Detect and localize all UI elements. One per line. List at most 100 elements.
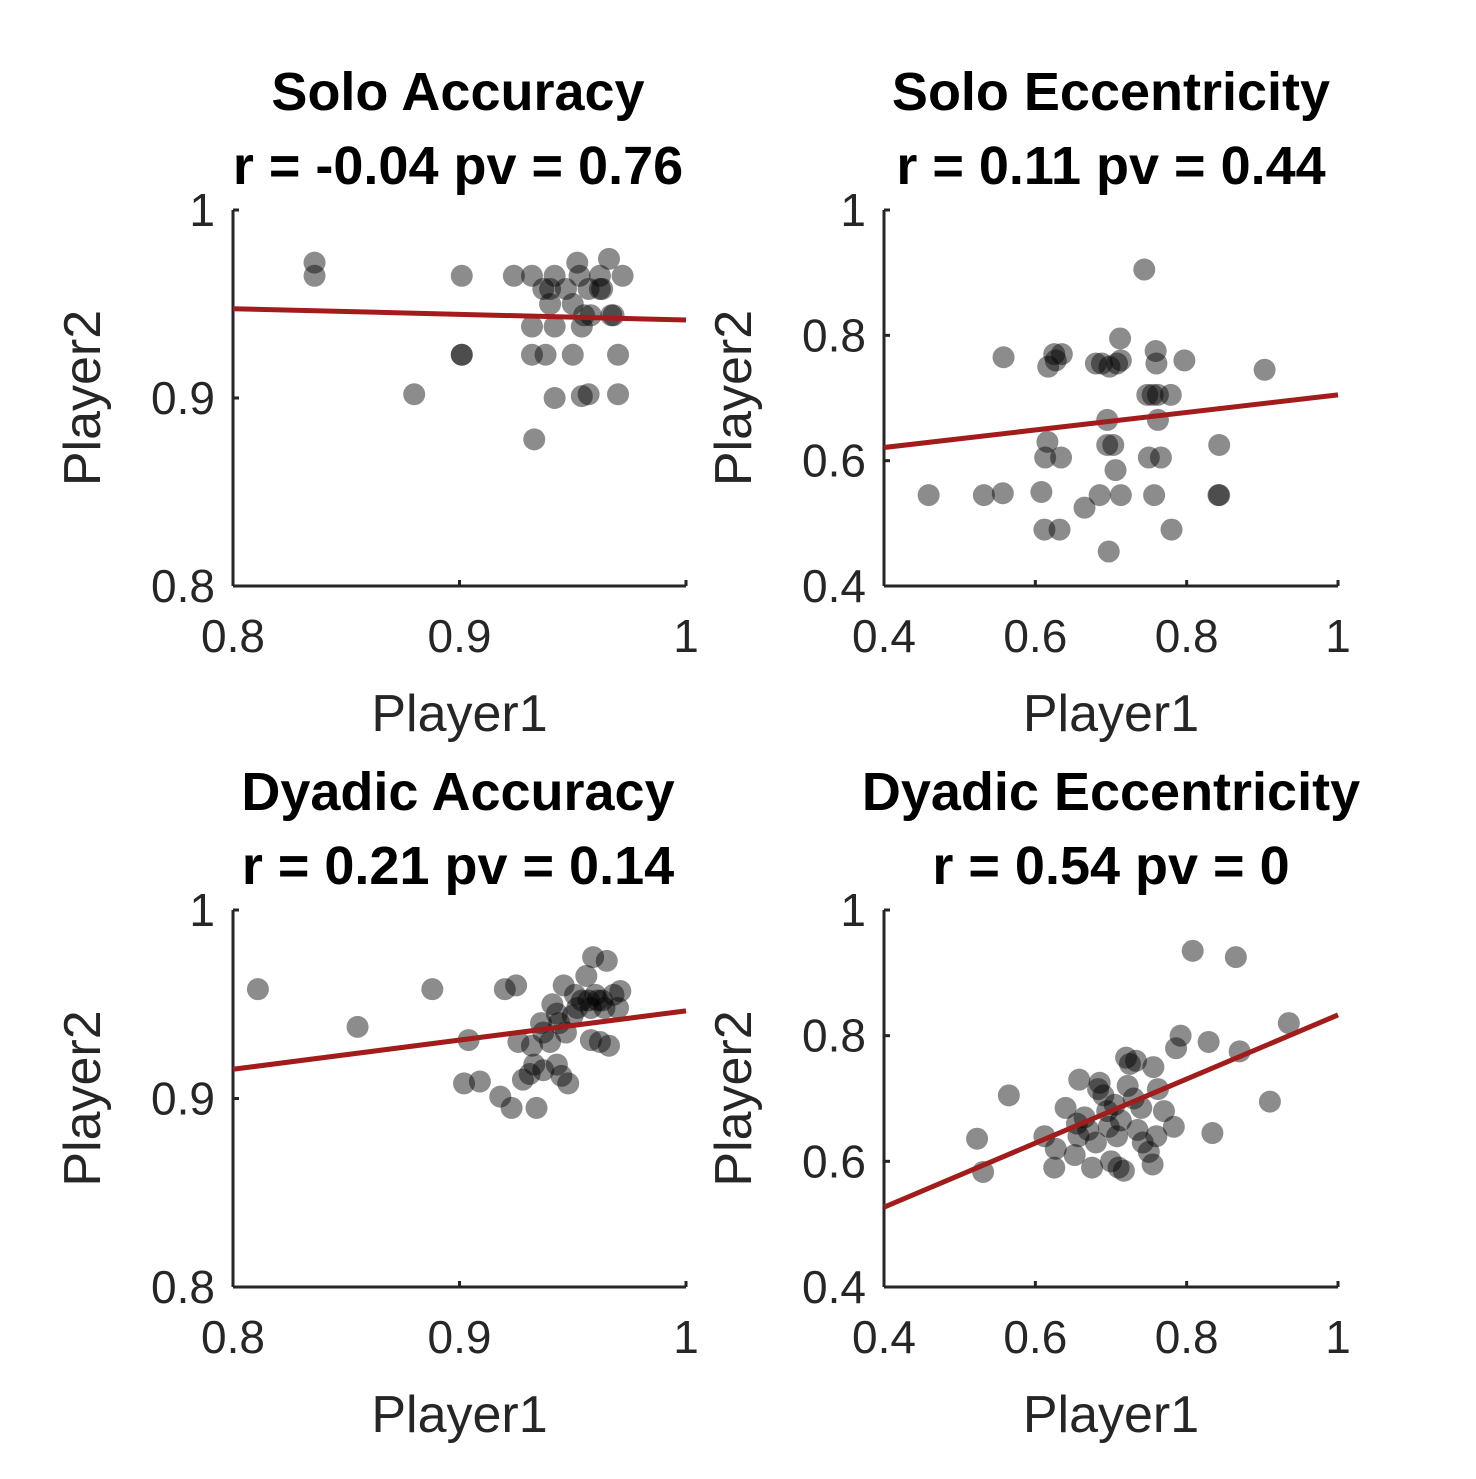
y-tick-label: 0.8: [151, 560, 215, 612]
data-point: [611, 264, 634, 287]
data-point: [1106, 1125, 1129, 1148]
x-axis-label: Player1: [1023, 685, 1199, 743]
data-point: [1146, 408, 1169, 431]
data-point: [966, 1127, 989, 1150]
x-axis-label: Player1: [1023, 1386, 1199, 1444]
x-tick-label: 0.9: [428, 610, 492, 662]
data-point: [575, 964, 598, 987]
y-tick-label: 0.4: [802, 1261, 866, 1313]
data-point: [1207, 484, 1230, 507]
data-point: [1224, 946, 1247, 969]
data-point: [532, 1059, 555, 1082]
data-point: [561, 293, 584, 315]
data-point: [532, 277, 555, 300]
data-point: [588, 277, 611, 300]
data-point: [1115, 1046, 1138, 1069]
data-point: [588, 1030, 611, 1053]
data-point: [520, 343, 543, 366]
y-tick-label: 1: [840, 184, 866, 236]
data-point: [1081, 1156, 1104, 1179]
data-point: [1090, 352, 1113, 375]
data-point: [1109, 1109, 1132, 1132]
data-point: [543, 387, 566, 409]
x-tick-label: 1: [673, 1311, 699, 1363]
data-point: [1050, 343, 1073, 366]
data-point: [543, 264, 566, 287]
data-point: [493, 978, 516, 1001]
data-point: [1136, 383, 1159, 406]
data-point: [1197, 1030, 1220, 1053]
data-point: [582, 946, 605, 969]
data-point: [1141, 1153, 1164, 1176]
data-point: [1145, 1125, 1168, 1148]
data-point: [1044, 349, 1067, 372]
data-point: [507, 1030, 530, 1053]
data-point: [607, 343, 630, 366]
data-point: [600, 304, 623, 327]
data-point: [579, 997, 602, 1020]
y-tick-label: 0.9: [151, 372, 215, 424]
plot-subtitle: r = 0.11 pv = 0.44: [896, 136, 1325, 196]
x-tick-label: 0.4: [852, 610, 916, 662]
data-point: [1152, 1100, 1175, 1123]
data-point: [557, 1072, 580, 1095]
data-point: [1106, 352, 1129, 375]
data-point: [1098, 355, 1121, 378]
data-point: [917, 484, 940, 507]
y-tick-label: 0.6: [802, 1135, 866, 1187]
plot-title: Dyadic Eccentricity: [862, 762, 1360, 822]
x-tick-label: 0.8: [1155, 610, 1219, 662]
y-tick-label: 0.4: [802, 560, 866, 612]
data-point: [1141, 383, 1164, 406]
data-point: [1131, 1131, 1154, 1154]
data-point: [561, 343, 584, 366]
plot-subtitle: r = -0.04 pv = 0.76: [233, 136, 683, 196]
data-point: [1133, 258, 1156, 281]
x-tick-label: 0.8: [201, 1311, 265, 1363]
data-point: [1096, 434, 1119, 456]
data-point: [991, 482, 1014, 505]
y-tick-label: 0.6: [802, 435, 866, 487]
data-point: [1144, 340, 1167, 362]
data-point: [597, 1034, 620, 1057]
data-point: [972, 484, 995, 507]
y-tick-label: 0.8: [802, 1010, 866, 1062]
data-point: [543, 315, 566, 338]
data-point: [1162, 1115, 1185, 1138]
data-point: [539, 1030, 562, 1053]
data-point: [450, 343, 473, 366]
y-tick-label: 0.8: [802, 309, 866, 361]
data-point: [450, 264, 473, 287]
regression-line: [232, 306, 687, 323]
data-point: [1116, 1074, 1139, 1097]
regression-line: [883, 1012, 1339, 1210]
data-point: [577, 989, 600, 1012]
data-point: [1258, 1090, 1281, 1113]
data-point: [520, 264, 543, 287]
data-point: [1165, 1037, 1188, 1060]
data-point: [1092, 1084, 1115, 1107]
plot-title: Dyadic Accuracy: [241, 762, 674, 822]
data-point: [303, 264, 326, 287]
data-point: [577, 277, 600, 300]
subplot-3: Dyadic Accuracy r = 0.21 pv = 0.14 0.8 0.9 1…: [54, 762, 699, 1444]
data-point: [597, 247, 620, 270]
x-axis-label: Player1: [371, 1386, 547, 1444]
data-point: [1068, 1068, 1091, 1091]
data-point: [1048, 518, 1071, 541]
data-point: [1030, 481, 1053, 503]
y-tick-label: 1: [840, 884, 866, 936]
data-point: [520, 315, 543, 338]
data-point: [1107, 1156, 1130, 1179]
data-point: [1087, 1078, 1110, 1101]
data-point: [570, 385, 593, 408]
data-point: [1253, 358, 1276, 381]
data-point: [1124, 1049, 1147, 1072]
data-point: [602, 983, 625, 1006]
data-point: [568, 264, 591, 287]
data-point: [1142, 1056, 1165, 1079]
x-axis-label: Player1: [371, 685, 547, 743]
data-point: [1109, 349, 1132, 372]
data-point: [246, 978, 269, 1001]
